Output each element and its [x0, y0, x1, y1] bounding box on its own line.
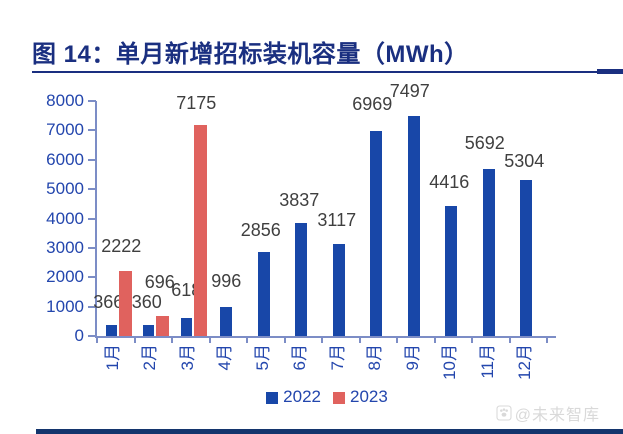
legend-swatch-2023: [333, 391, 345, 404]
y-tick: [88, 129, 96, 132]
chart-legend: 2022 2023: [97, 387, 557, 407]
data-label-2022-12月: 5304: [504, 151, 545, 172]
y-tick: [88, 276, 96, 279]
bar-2022-5月: [257, 252, 270, 336]
bar-2023-1月: [118, 270, 132, 336]
x-tick: [171, 336, 173, 343]
data-label-2022-7月: 3117: [317, 210, 357, 231]
bar-2023-3月: [193, 125, 207, 336]
bar-2022-2月: [143, 325, 155, 336]
bar-2022-11月: [482, 168, 495, 336]
bar-2022-6月: [295, 223, 308, 336]
x-tick: [321, 336, 323, 343]
data-label-2022-4月: 996: [211, 270, 242, 291]
y-axis-label: 7000: [46, 120, 84, 140]
title-rule-accent: [597, 69, 623, 74]
watermark: @未来智库: [496, 401, 600, 425]
title-rule: [32, 71, 623, 73]
bar-2022-12月: [520, 180, 533, 336]
bar-2023-2月: [156, 315, 170, 336]
x-tick: [133, 336, 136, 343]
x-tick: [283, 336, 286, 343]
x-tick: [396, 336, 398, 343]
data-label-2022-6月: 3837: [279, 190, 320, 211]
bar-2022-4月: [220, 306, 233, 336]
data-label-2023-3月: 7175: [176, 93, 217, 114]
y-axis-label: 2000: [46, 267, 84, 287]
y-axis-label: 0: [74, 326, 84, 345]
x-tick: [246, 336, 248, 343]
y-tick: [88, 158, 96, 161]
y-axis-label: 5000: [46, 179, 84, 199]
data-label-2022-5月: 2856: [240, 220, 281, 241]
data-label-2022-11月: 5692: [464, 132, 505, 153]
bar-2022-9月: [407, 115, 420, 336]
x-tick: [471, 336, 473, 343]
bar-2022-8月: [370, 131, 383, 336]
y-tick: [88, 305, 96, 308]
x-tick: [508, 336, 511, 343]
data-label-2022-8月: 6969: [352, 94, 393, 115]
x-tick: [433, 336, 436, 343]
y-tick: [88, 217, 96, 220]
data-label-2022-9月: 7497: [389, 80, 430, 101]
y-tick: [88, 246, 96, 249]
x-tick: [96, 336, 98, 343]
y-tick: [88, 335, 96, 337]
y-axis-line: [95, 101, 97, 336]
legend-label-2022: 2022: [283, 387, 321, 406]
bar-2022-3月: [180, 317, 192, 336]
figure-title: 图 14：单月新增招标装机容量（MWh）: [32, 41, 469, 68]
y-axis-label: 3000: [46, 237, 84, 257]
data-label-2022-10月: 4416: [429, 172, 470, 193]
x-tick: [546, 336, 548, 343]
paw-icon: [496, 405, 512, 421]
bar-2022-1月: [105, 325, 117, 336]
y-axis-label: 4000: [46, 208, 84, 228]
footer-rule: [36, 429, 623, 434]
bar-2022-10月: [445, 206, 458, 336]
legend-swatch-2022: [266, 391, 279, 404]
y-axis-label: 8000: [46, 91, 84, 110]
y-tick: [88, 188, 96, 191]
x-tick: [358, 336, 361, 343]
bar-2022-7月: [332, 244, 345, 336]
legend-label-2023: 2023: [350, 387, 388, 406]
data-label-2023-2月: 696: [144, 271, 175, 292]
data-label-2022-1月: 366: [93, 292, 124, 313]
data-label-2022-2月: 360: [131, 292, 162, 313]
legend-item-2023: 2023: [333, 387, 388, 407]
watermark-text: @未来智库: [514, 407, 600, 424]
x-axis-line: [95, 336, 556, 338]
legend-item-2022: 2022: [266, 387, 321, 407]
x-tick: [208, 336, 211, 343]
y-tick: [88, 100, 96, 102]
data-label-2023-1月: 2222: [101, 235, 142, 256]
y-axis-label: 6000: [46, 149, 84, 169]
y-axis-label: 1000: [46, 296, 84, 316]
